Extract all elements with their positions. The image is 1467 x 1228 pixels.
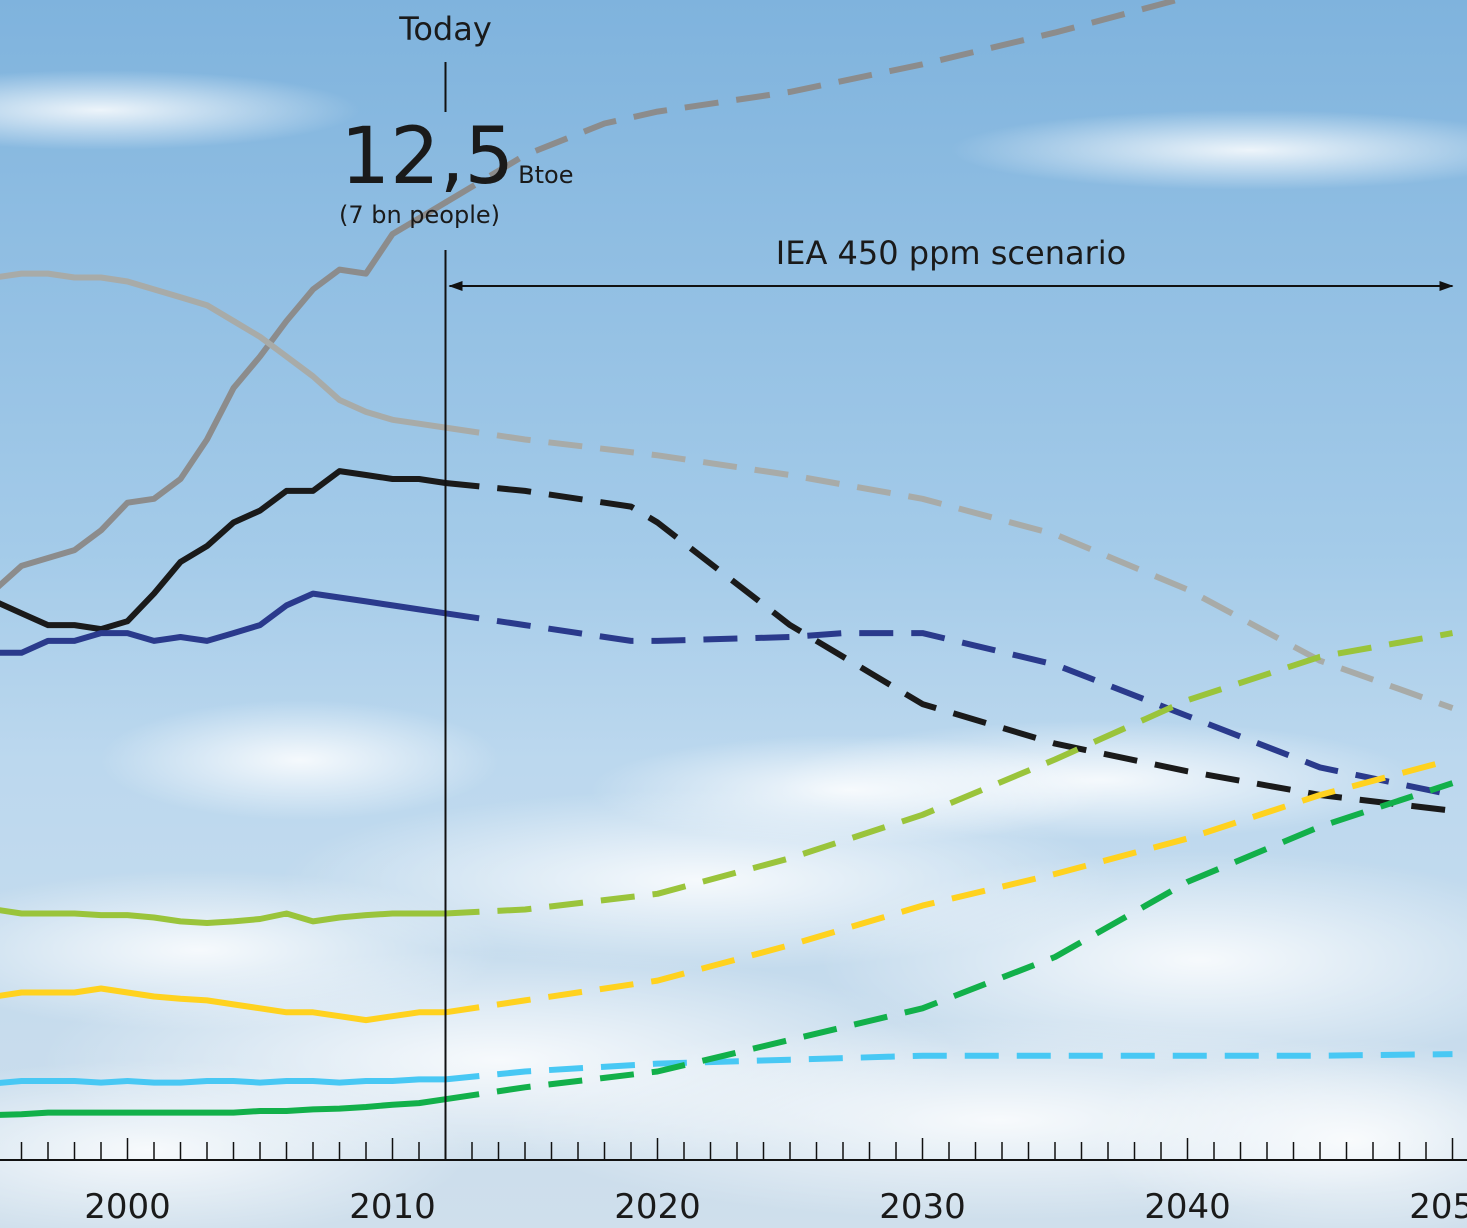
series-2-projection-line — [445, 480, 1453, 814]
total-value-unit: Btoe — [518, 161, 573, 189]
series-1-historical-line — [0, 270, 449, 431]
cloud-blob-11 — [950, 110, 1467, 190]
x-axis: 2000 2010 2020 2030 2040 2050 — [0, 1138, 1467, 1227]
cloud-blob-10 — [0, 70, 360, 150]
series-7-projection-line — [445, 780, 1454, 1103]
x-tick-label-2010: 2010 — [349, 1187, 436, 1227]
series-layer — [0, 0, 1454, 1118]
x-tick-label-2050: 2050 — [1409, 1187, 1467, 1227]
series-6-projection-line — [445, 1051, 1453, 1083]
cloud-blob-7 — [0, 1060, 470, 1228]
x-tick-label-2020: 2020 — [614, 1187, 701, 1227]
series-7-historical-line — [0, 1096, 449, 1118]
cloud-blob-9 — [590, 735, 1110, 845]
series-0-projection-line — [443, 0, 1189, 206]
series-5-historical-line — [0, 985, 449, 1024]
cloud-layer — [0, 70, 1467, 1228]
total-value-number: 12,5 — [341, 112, 515, 202]
series-3-projection-line — [445, 610, 1454, 798]
series-5-projection-line — [445, 756, 1454, 1016]
total-value: 12,5 Btoe — [341, 112, 574, 202]
series-4-projection-line — [445, 630, 1454, 917]
x-tick-label-2000: 2000 — [84, 1187, 171, 1227]
today-label: Today — [398, 10, 492, 48]
cloud-blob-8 — [1090, 1040, 1467, 1228]
series-2-historical-line — [0, 468, 449, 633]
series-6-historical-line — [0, 1076, 449, 1086]
annotation-layer: Today 12,5 Btoe (7 bn people) IEA 450 ppm… — [339, 10, 1454, 1160]
x-tick-label-2040: 2040 — [1144, 1187, 1231, 1227]
series-4-historical-line — [0, 907, 449, 926]
series-3-historical-line — [0, 590, 449, 656]
cloud-blob-0 — [100, 700, 500, 820]
cloud-blob-4 — [820, 850, 1467, 1070]
series-0-historical-line — [0, 199, 449, 590]
population-label: (7 bn people) — [339, 201, 500, 229]
scenario-label: IEA 450 ppm scenario — [776, 234, 1126, 272]
series-1-projection-line — [445, 424, 1454, 711]
x-tick-label-2030: 2030 — [879, 1187, 966, 1227]
